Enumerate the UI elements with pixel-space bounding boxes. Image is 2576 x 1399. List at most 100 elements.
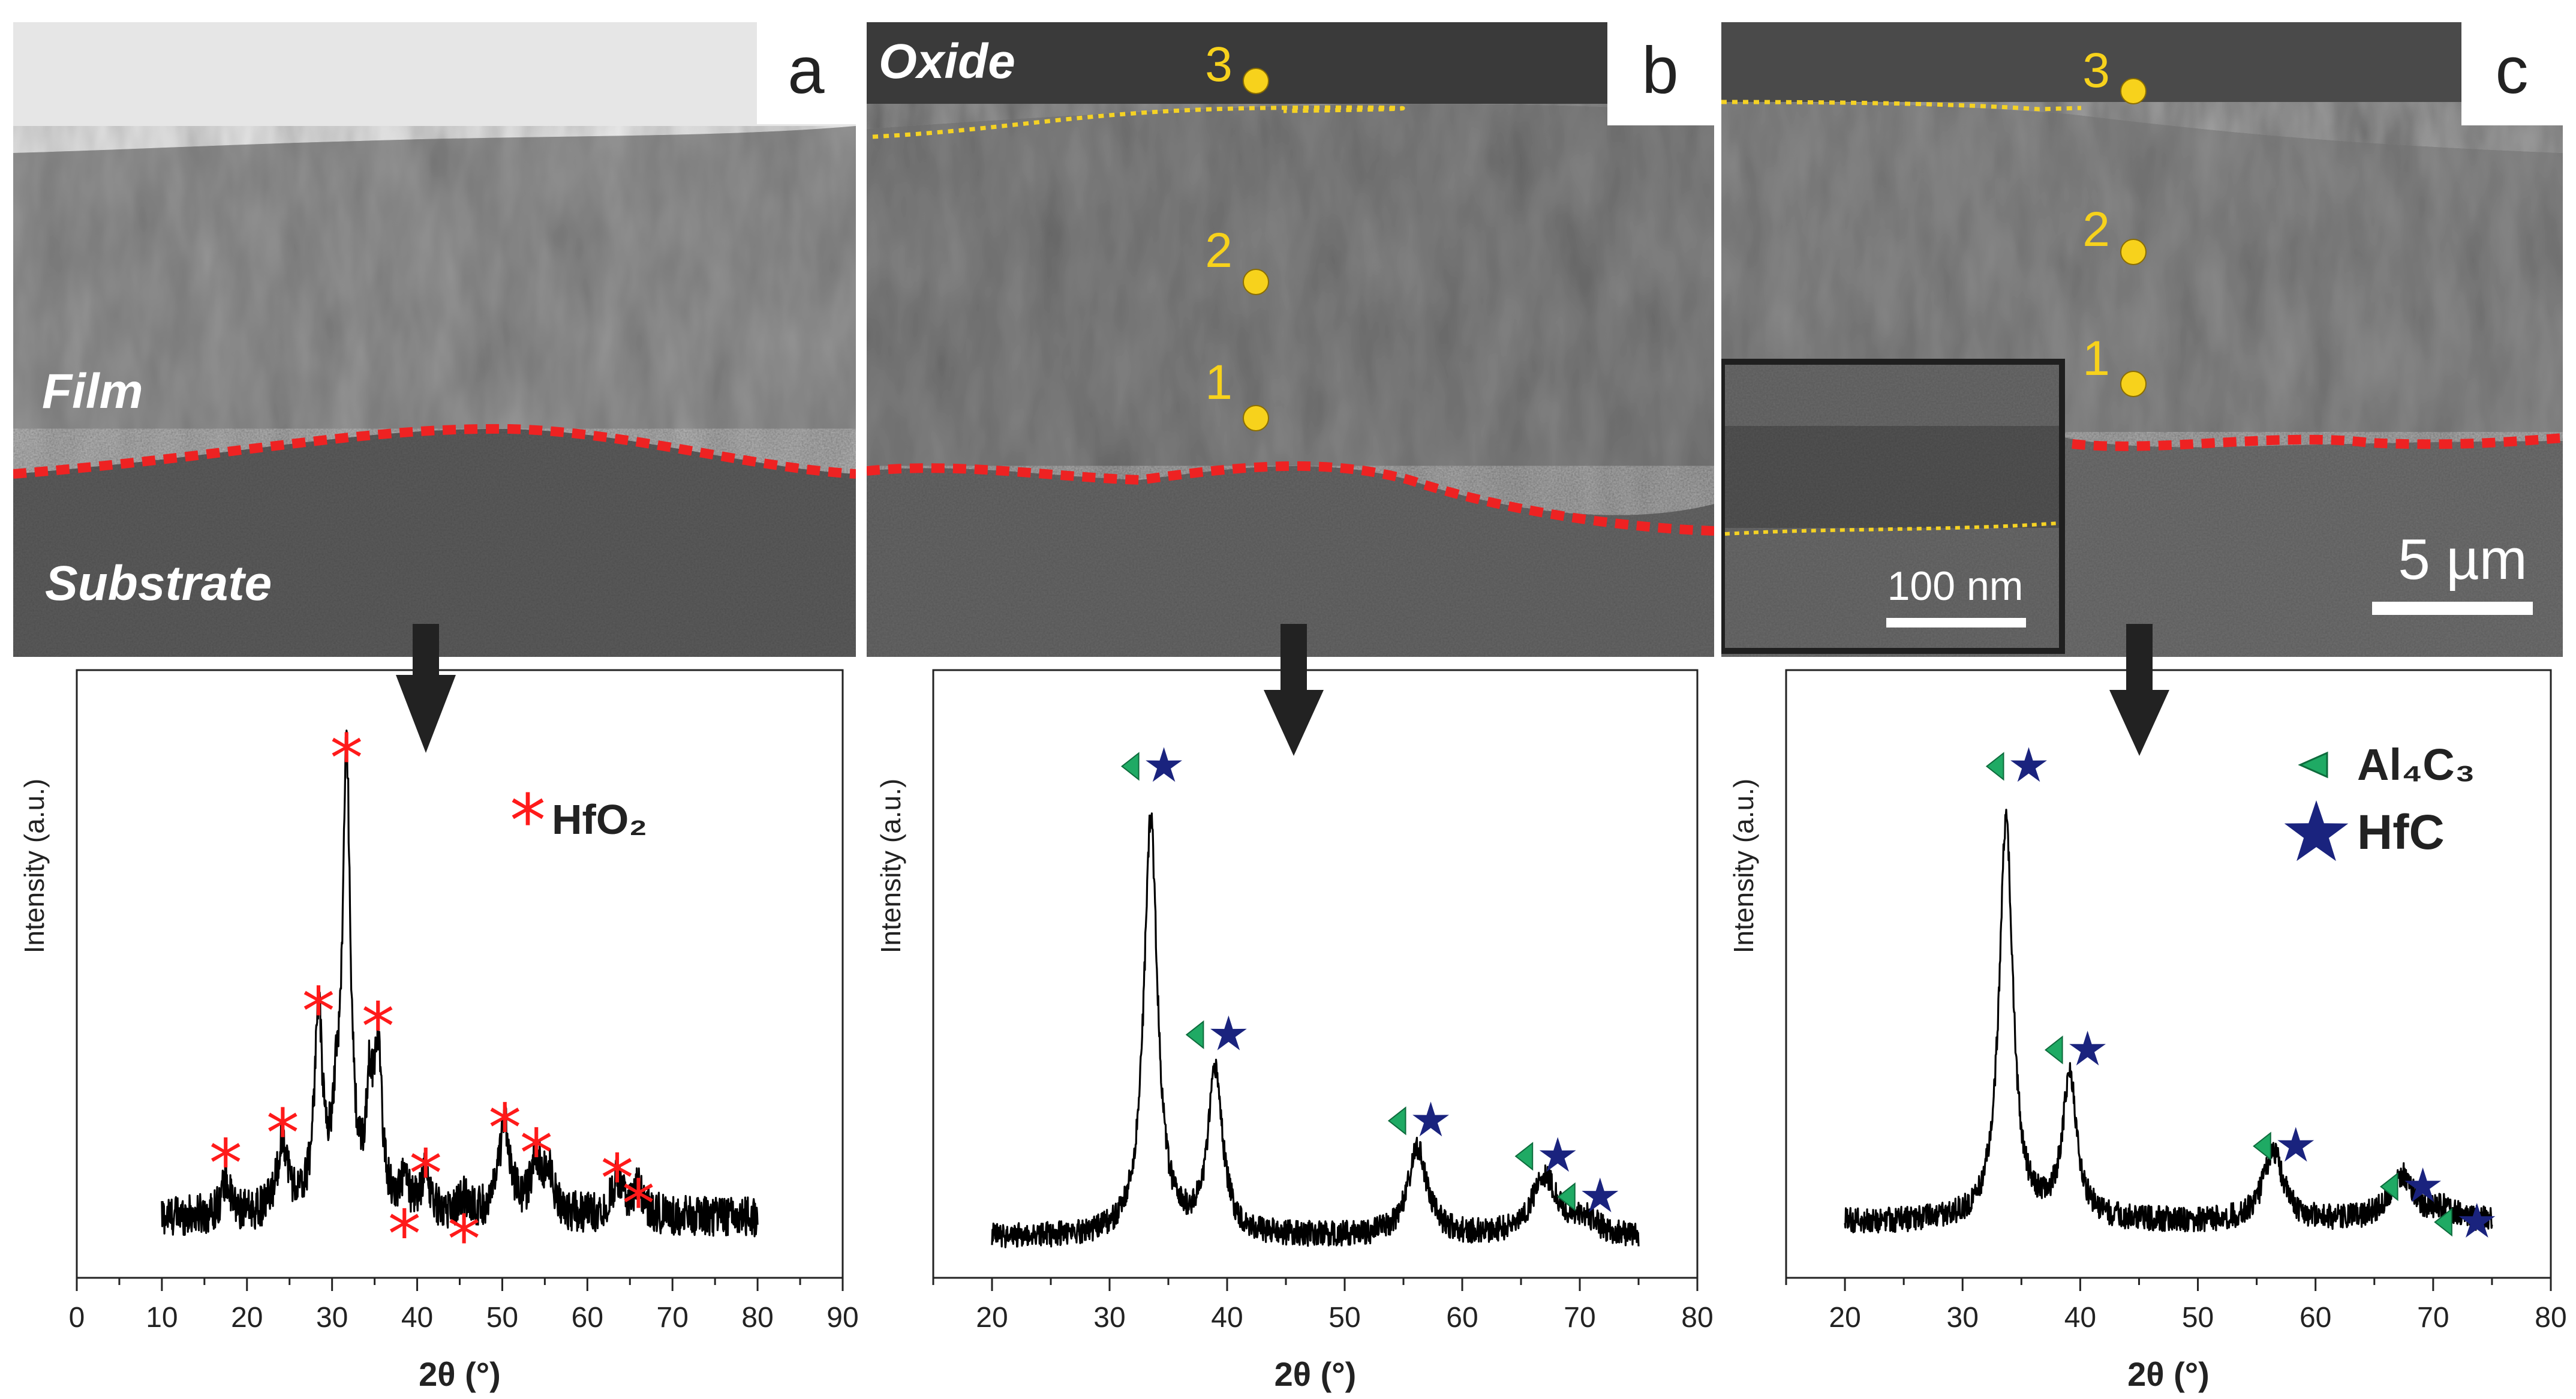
point-2-label-c: 2 [2082,202,2110,257]
point-1-label-c: 1 [2082,331,2110,386]
x-tick-label: 50 [486,1302,518,1334]
inset-scalebar [1886,618,2026,628]
interface-line-b [867,461,1714,536]
x-tick-label: 60 [1446,1302,1478,1334]
y-axis-title: Intensity (a.u.) [1728,779,1759,953]
hfo2-peak-marker: * [388,1196,421,1273]
panel-letter-box-c [2461,22,2563,125]
panel-letter-box-b [1607,22,1714,125]
x-tick-label: 70 [657,1302,689,1334]
legend-a: * HfO₂ [510,780,647,863]
x-tick-label: 10 [146,1302,178,1334]
hfc-legend-label: HfC [2357,805,2445,860]
al4c3-peak-marker [2379,1172,2398,1202]
al4c3-peak-marker [2253,1131,2271,1161]
hfo2-peak-marker: * [330,720,363,797]
hfo2-peak-marker: * [447,1201,480,1278]
arrow-c [2109,624,2169,756]
x-axis-title: 2θ (°) [419,1355,501,1393]
panel-letter-b: b [1642,34,1678,107]
al4c3-legend-label: Al₄C₃ [2357,740,2475,789]
x-tick-label: 0 [69,1302,85,1334]
x-tick-label: 50 [1328,1302,1360,1334]
hfc-peak-marker [2404,1167,2441,1202]
point-2-label-b: 2 [1205,223,1233,278]
point-2-marker-c [2120,239,2147,265]
al4c3-peak-marker [2434,1208,2452,1237]
y-axis-title: Intensity (a.u.) [19,779,50,953]
al4c3-peak-marker [1387,1106,1406,1136]
hfo2-peak-marker: * [209,1125,242,1202]
plot-frame [1785,669,2552,1279]
y-axis-title: Intensity (a.u.) [875,779,906,953]
al4c3-peak-marker [1514,1142,1534,1171]
scalebar [2372,602,2533,615]
xrd-pattern-line [991,812,1640,1248]
sem-panel-b: b Oxide 1 2 3 [867,22,1714,657]
hfc-peak-marker [1539,1137,1576,1172]
hfo2-peak-marker: * [488,1089,521,1166]
x-tick-label: 40 [2064,1302,2096,1334]
x-tick-label: 20 [1829,1302,1860,1334]
x-axis-title: 2θ (°) [2127,1355,2210,1393]
x-tick-label: 50 [2182,1302,2214,1334]
inset-scalebar-label: 100 nm [1887,563,2024,609]
point-2-marker-b [1243,269,1269,295]
point-3-marker-c [2120,78,2147,104]
panel-letter-a: a [787,34,825,107]
hfo2-peak-marker: * [362,988,395,1065]
hfc-legend-star-shape [2284,800,2349,861]
hfc-peak-marker [2069,1031,2106,1065]
al4c3-peak-marker [2044,1035,2063,1065]
al4c3-peak-marker [1557,1182,1576,1211]
x-tick-label: 80 [2535,1302,2566,1334]
x-tick-label: 20 [976,1302,1008,1334]
point-1-marker-c [2120,371,2147,397]
oxide-label: Oxide [879,34,1015,89]
hfo2-legend-label: HfO₂ [552,796,647,843]
arrows [396,624,2169,756]
x-tick-label: 60 [2300,1302,2331,1334]
oxide-line-c [1721,100,2082,112]
x-tick-label: 40 [1211,1302,1243,1334]
x-axis-title: 2θ (°) [1275,1355,1357,1393]
hfo2-legend-icon: * [510,780,546,863]
sem-panel-c: c 1 2 3 100 nm 5 µm [1721,22,2563,657]
hfc-peak-marker [2010,747,2047,782]
point-1-label-b: 1 [1205,355,1233,410]
hfc-legend-icon [2284,800,2349,861]
x-tick-label: 20 [231,1302,263,1334]
x-tick-label: 70 [1564,1302,1595,1334]
hfc-peak-marker [2277,1127,2315,1162]
al4c3-legend-icon [2298,751,2328,779]
x-tick-label: 70 [2417,1302,2449,1334]
interface-line-c [2072,433,2563,451]
hfo2-peak-marker: * [302,973,335,1050]
x-tick-label: 30 [316,1302,348,1334]
interface-line-a [13,424,856,479]
hfc-peak-marker [1146,747,1182,782]
hfc-peak-marker [2458,1203,2496,1238]
x-tick-label: 90 [826,1302,858,1334]
hfo2-peak-marker: * [600,1140,633,1217]
x-tick-label: 80 [1681,1302,1713,1334]
x-tick-label: 40 [401,1302,433,1334]
point-3-label-c: 3 [2082,43,2110,98]
arrow-b [1264,624,1324,756]
film-label: Film [42,364,143,419]
hfo2-peak-marker: * [409,1135,442,1212]
al4c3-peak-marker [1185,1020,1204,1049]
panel-letter-c: c [2496,34,2529,107]
x-tick-label: 30 [1947,1302,1979,1334]
xrd-chart-a: 0 10 20 30 40 50 60 70 80 90 2θ (°) Intensity (a.u.… [19,669,859,1393]
point-3-label-b: 3 [1205,37,1233,92]
hfo2-peak-marker: * [266,1095,299,1172]
x-tick-label: 80 [741,1302,773,1334]
arrow-a [396,624,456,753]
hfc-peak-marker [1582,1177,1619,1212]
point-3-marker-b [1243,68,1269,94]
hfc-peak-marker [1210,1015,1247,1050]
xrd-pattern-line [161,729,759,1238]
legend-c: Al₄C₃ HfC [2284,740,2475,861]
